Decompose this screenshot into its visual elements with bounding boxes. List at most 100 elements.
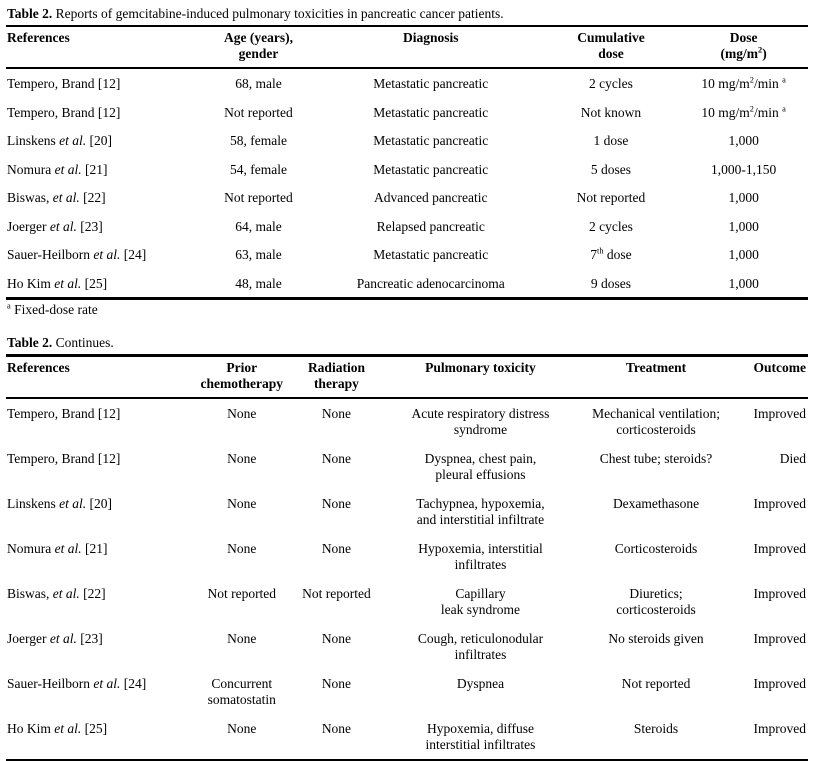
column-header: References: [6, 355, 190, 399]
table-cell: Metastatic pancreatic: [373, 161, 489, 177]
table-cell: Improved: [753, 721, 806, 736]
table-row: Joerger et al. [23] 64, male Relapsed panc…: [6, 212, 808, 241]
table-cell: Not reported: [207, 586, 277, 601]
table-cell: None: [227, 451, 257, 466]
header-row: References Age (years), gender Diagnosis Cum…: [6, 26, 808, 69]
table-cell: Nomura et al. [21]: [7, 541, 108, 556]
table-cell: Advanced pancreatic: [373, 190, 488, 205]
table1-footnote: a Fixed-dose rate: [7, 301, 98, 317]
table-row: Sauer-Heilborn et al. [24] Concurrent soma…: [6, 669, 808, 714]
table-cell: 64, male: [235, 218, 282, 234]
table-body: Tempero, Brand [12] None None Acute respira…: [6, 398, 808, 761]
table-cell: Not reported: [302, 586, 371, 601]
table-cell: 63, male: [235, 247, 282, 262]
column-header: Diagnosis: [318, 26, 543, 69]
table-cell: 58, female: [229, 133, 287, 148]
table-cell: Not reported: [621, 676, 691, 691]
table-cell: Joerger et al. [23]: [7, 218, 103, 234]
table-cell: Biswas, et al. [22]: [7, 190, 106, 205]
table-cell: Relapsed pancreatic: [376, 218, 485, 234]
table-cell: 1,000: [728, 247, 759, 262]
table-row: Biswas, et al. [22] Not reported Not repor…: [6, 579, 808, 624]
table-cell: Nomura et al. [21]: [7, 161, 108, 177]
table-row: Biswas, et al. [22] Not reported Advanced …: [6, 183, 808, 212]
table-cell: None: [321, 496, 352, 511]
table-cell: 10 mg/m2/min a: [701, 104, 786, 120]
table-cell: None: [227, 721, 257, 736]
table-row: Nomura et al. [21] 54, female Metastatic p…: [6, 155, 808, 184]
table-cell: Joerger et al. [23]: [7, 631, 103, 646]
table-cell: Dyspnea: [456, 676, 505, 691]
table-cell: Improved: [753, 541, 806, 556]
table-cell: Ho Kim et al. [25]: [7, 275, 108, 291]
table-row: Linskens et al. [20] 58, female Metastatic…: [6, 126, 808, 155]
table-cell: 1,000: [728, 275, 759, 291]
table-header: References Age (years), gender Diagnosis Cum…: [6, 26, 808, 69]
table-cell: Metastatic pancreatic: [373, 133, 489, 148]
table-cell: 1 dose: [593, 133, 629, 148]
table-cell: Metastatic pancreatic: [373, 76, 489, 91]
table-row: Joerger et al. [23] None None Cough, reticu…: [6, 624, 808, 669]
table-cell: Died: [779, 451, 806, 466]
table-cell: Not reported: [576, 190, 646, 205]
table-cell: Improved: [753, 631, 806, 646]
table-cell: None: [227, 631, 257, 646]
table-cell: Biswas, et al. [22]: [7, 586, 106, 601]
table-cell: None: [321, 721, 352, 736]
table-cell: None: [227, 496, 257, 511]
table-cell: Sauer-Heilborn et al. [24]: [7, 676, 147, 691]
table-cell: None: [321, 451, 352, 466]
table-row: Tempero, Brand [12] None None Acute respira…: [6, 398, 808, 444]
table-row: Sauer-Heilborn et al. [24] 63, male Metast…: [6, 240, 808, 269]
table-cell: None: [321, 631, 352, 646]
table-cell: Linskens et al. [20]: [7, 496, 112, 511]
table-cell: 68, male: [235, 76, 282, 91]
table-header: References Prior chemotherapy Radiation ther…: [6, 355, 808, 399]
table-cell: 2 cycles: [589, 76, 633, 91]
table-cell: Dexamethasone: [612, 496, 700, 511]
header-row: References Prior chemotherapy Radiation ther…: [6, 355, 808, 399]
table-cell: Corticosteroids: [614, 541, 698, 556]
column-header: Treatment: [582, 355, 731, 399]
table-cell: Pancreatic adenocarcinoma: [356, 275, 505, 291]
table-cell: Tempero, Brand [12]: [7, 451, 121, 466]
column-header: Pulmonary toxicity: [378, 355, 583, 399]
table-cell: Diuretics; corticosteroids: [616, 586, 696, 617]
table-cell: Improved: [753, 586, 806, 601]
table-row: Ho Kim et al. [25] 48, male Pancreatic ade…: [6, 269, 808, 299]
column-header: References: [6, 26, 199, 69]
table-cell: Tachypnea, hypoxemia, and interstitial in…: [416, 496, 545, 527]
table-cell: Dyspnea, chest pain, pleural effusions: [424, 451, 537, 482]
table-cell: 1,000: [728, 218, 759, 234]
column-header: Prior chemotherapy: [189, 355, 295, 399]
column-header: Cumulative dose: [542, 26, 680, 69]
table-cell: Not reported: [224, 104, 293, 120]
column-header: Radiation therapy: [294, 355, 379, 399]
table-cell: 10 mg/m2/min a: [701, 75, 786, 91]
table-row: Ho Kim et al. [25] None None Hypoxemia, dif…: [6, 714, 808, 761]
table-cell: Steroids: [633, 721, 679, 736]
table-cell: Not reported: [224, 190, 293, 205]
table-cell: 54, female: [229, 161, 287, 177]
table-row: Tempero, Brand [12] 68, male Metastatic pa…: [6, 68, 808, 98]
table-body: Tempero, Brand [12] 68, male Metastatic pa…: [6, 68, 808, 299]
table-cell: Tempero, Brand [12]: [7, 76, 121, 91]
table-cell: Ho Kim et al. [25]: [7, 721, 108, 736]
toxicity-table-part2: References Prior chemotherapy Radiation ther…: [6, 354, 808, 761]
table-row: Tempero, Brand [12] None None Dyspnea, ches…: [6, 444, 808, 489]
column-header: Outcome: [730, 355, 808, 399]
table-cell: Tempero, Brand [12]: [7, 406, 121, 421]
table-cell: 5 doses: [590, 161, 632, 177]
table-cell: Capillary leak syndrome: [440, 586, 521, 617]
table-cell: Sauer-Heilborn et al. [24]: [7, 247, 147, 262]
table-cell: No steroids given: [608, 631, 704, 646]
table-cell: Improved: [753, 406, 806, 421]
table-cell: Concurrent somatostatin: [207, 676, 276, 707]
table-cell: None: [321, 541, 352, 556]
table-cell: Chest tube; steroids?: [599, 451, 713, 466]
toxicity-table-part1: References Age (years), gender Diagnosis Cum…: [6, 25, 808, 300]
column-header: Dose (mg/m2): [679, 26, 808, 69]
table-cell: Cough, reticulonodular infiltrates: [417, 631, 544, 662]
table-cell: 7th dose: [590, 246, 632, 262]
